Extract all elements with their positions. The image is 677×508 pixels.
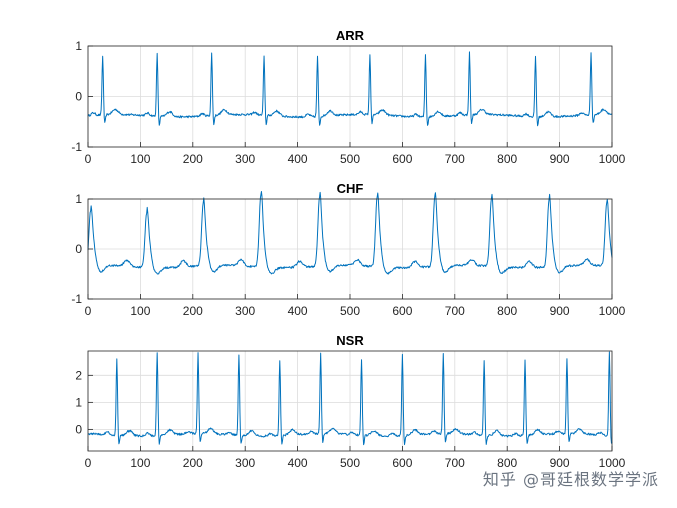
x-tick-label: 1000: [599, 304, 626, 318]
x-tick-label: 900: [550, 304, 570, 318]
x-tick-label: 200: [183, 456, 203, 470]
x-tick-label: 100: [130, 304, 150, 318]
panel-title: NSR: [336, 333, 364, 348]
x-tick-label: 700: [445, 304, 465, 318]
x-tick-label: 1000: [599, 456, 626, 470]
x-tick-label: 800: [497, 456, 517, 470]
ecg-trace-chf: [87, 191, 613, 275]
x-tick-label: 0: [85, 456, 92, 470]
y-tick-label: 1: [75, 192, 82, 206]
y-tick-label: 2: [75, 368, 82, 382]
y-tick-label: -1: [71, 292, 82, 306]
panel-title: CHF: [337, 181, 364, 196]
x-tick-label: 800: [497, 304, 517, 318]
x-tick-label: 0: [85, 152, 92, 166]
watermark-text: 知乎 @哥廷根数学学派: [482, 470, 659, 489]
x-tick-label: 100: [130, 152, 150, 166]
x-tick-label: 200: [183, 152, 203, 166]
y-tick-label: 1: [75, 395, 82, 409]
x-tick-label: 500: [340, 456, 360, 470]
y-tick-label: 0: [75, 422, 82, 436]
ecg-trace-arr: [87, 51, 613, 127]
x-tick-label: 100: [130, 456, 150, 470]
x-tick-label: 600: [392, 304, 412, 318]
x-tick-label: 800: [497, 152, 517, 166]
x-tick-label: 400: [288, 456, 308, 470]
x-tick-label: 200: [183, 304, 203, 318]
ecg-trace-nsr: [87, 351, 613, 446]
x-tick-label: 300: [235, 456, 255, 470]
x-tick-label: 1000: [599, 152, 626, 166]
y-tick-label: 0: [75, 90, 82, 104]
y-tick-label: 0: [75, 242, 82, 256]
x-tick-label: 400: [288, 152, 308, 166]
x-tick-label: 600: [392, 456, 412, 470]
x-tick-label: 600: [392, 152, 412, 166]
x-tick-label: 300: [235, 152, 255, 166]
x-tick-label: 500: [340, 304, 360, 318]
y-tick-label: 1: [75, 39, 82, 53]
x-tick-label: 900: [550, 456, 570, 470]
x-tick-label: 700: [445, 152, 465, 166]
x-tick-label: 500: [340, 152, 360, 166]
x-tick-label: 700: [445, 456, 465, 470]
x-tick-label: 900: [550, 152, 570, 166]
panel-nsr: 0 100 200 300 400 500 600 700 800 900 1000 0 1 2 NSR: [75, 333, 625, 470]
x-tick-label: 300: [235, 304, 255, 318]
panel-title: ARR: [336, 28, 365, 43]
y-tick-label: -1: [71, 140, 82, 154]
x-tick-label: 0: [85, 304, 92, 318]
x-tick-label: 400: [288, 304, 308, 318]
